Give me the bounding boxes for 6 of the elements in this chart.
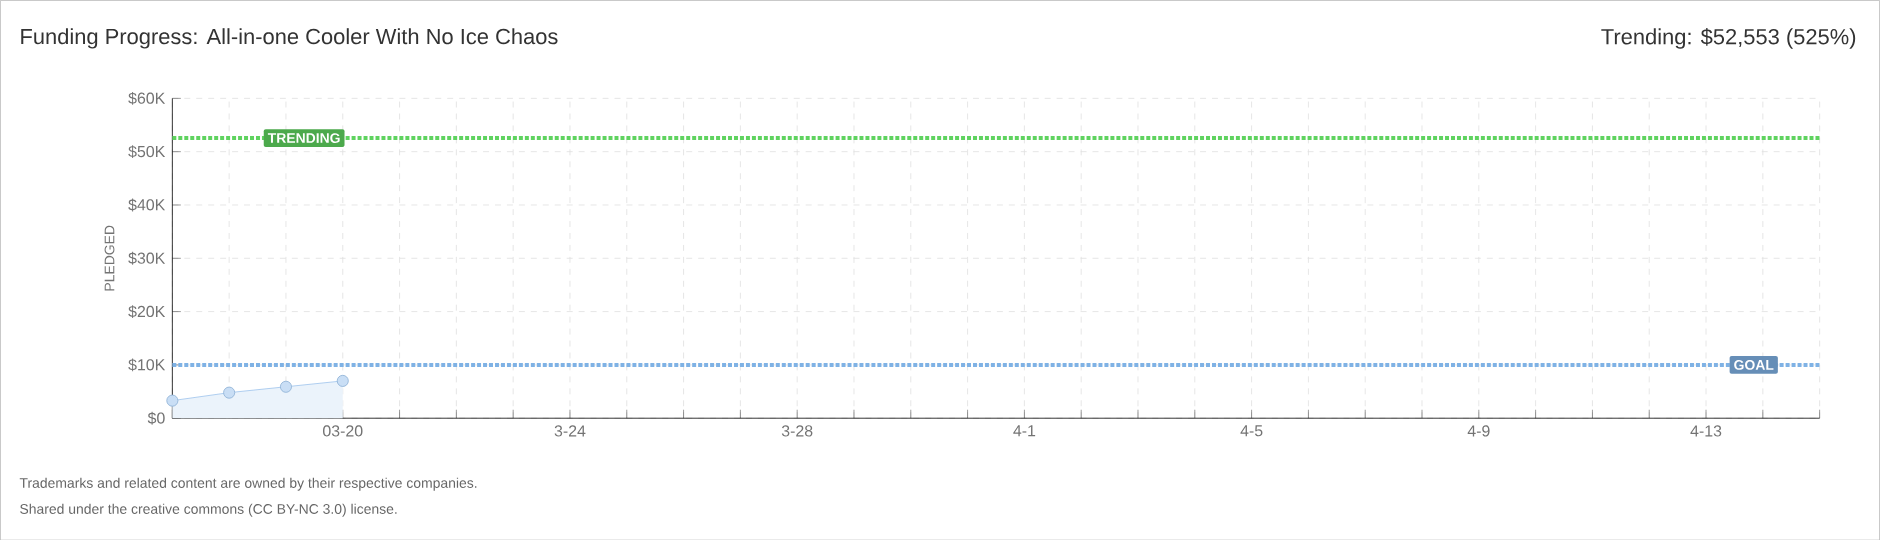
point [279, 380, 292, 393]
point [223, 386, 236, 399]
text: Trending: $52,553 (525%) [1601, 27, 1856, 49]
point [166, 394, 179, 407]
point [336, 374, 349, 387]
chart-title: Funding Progress: All-in-one Cooler With No Ice Chaos [21, 27, 558, 49]
